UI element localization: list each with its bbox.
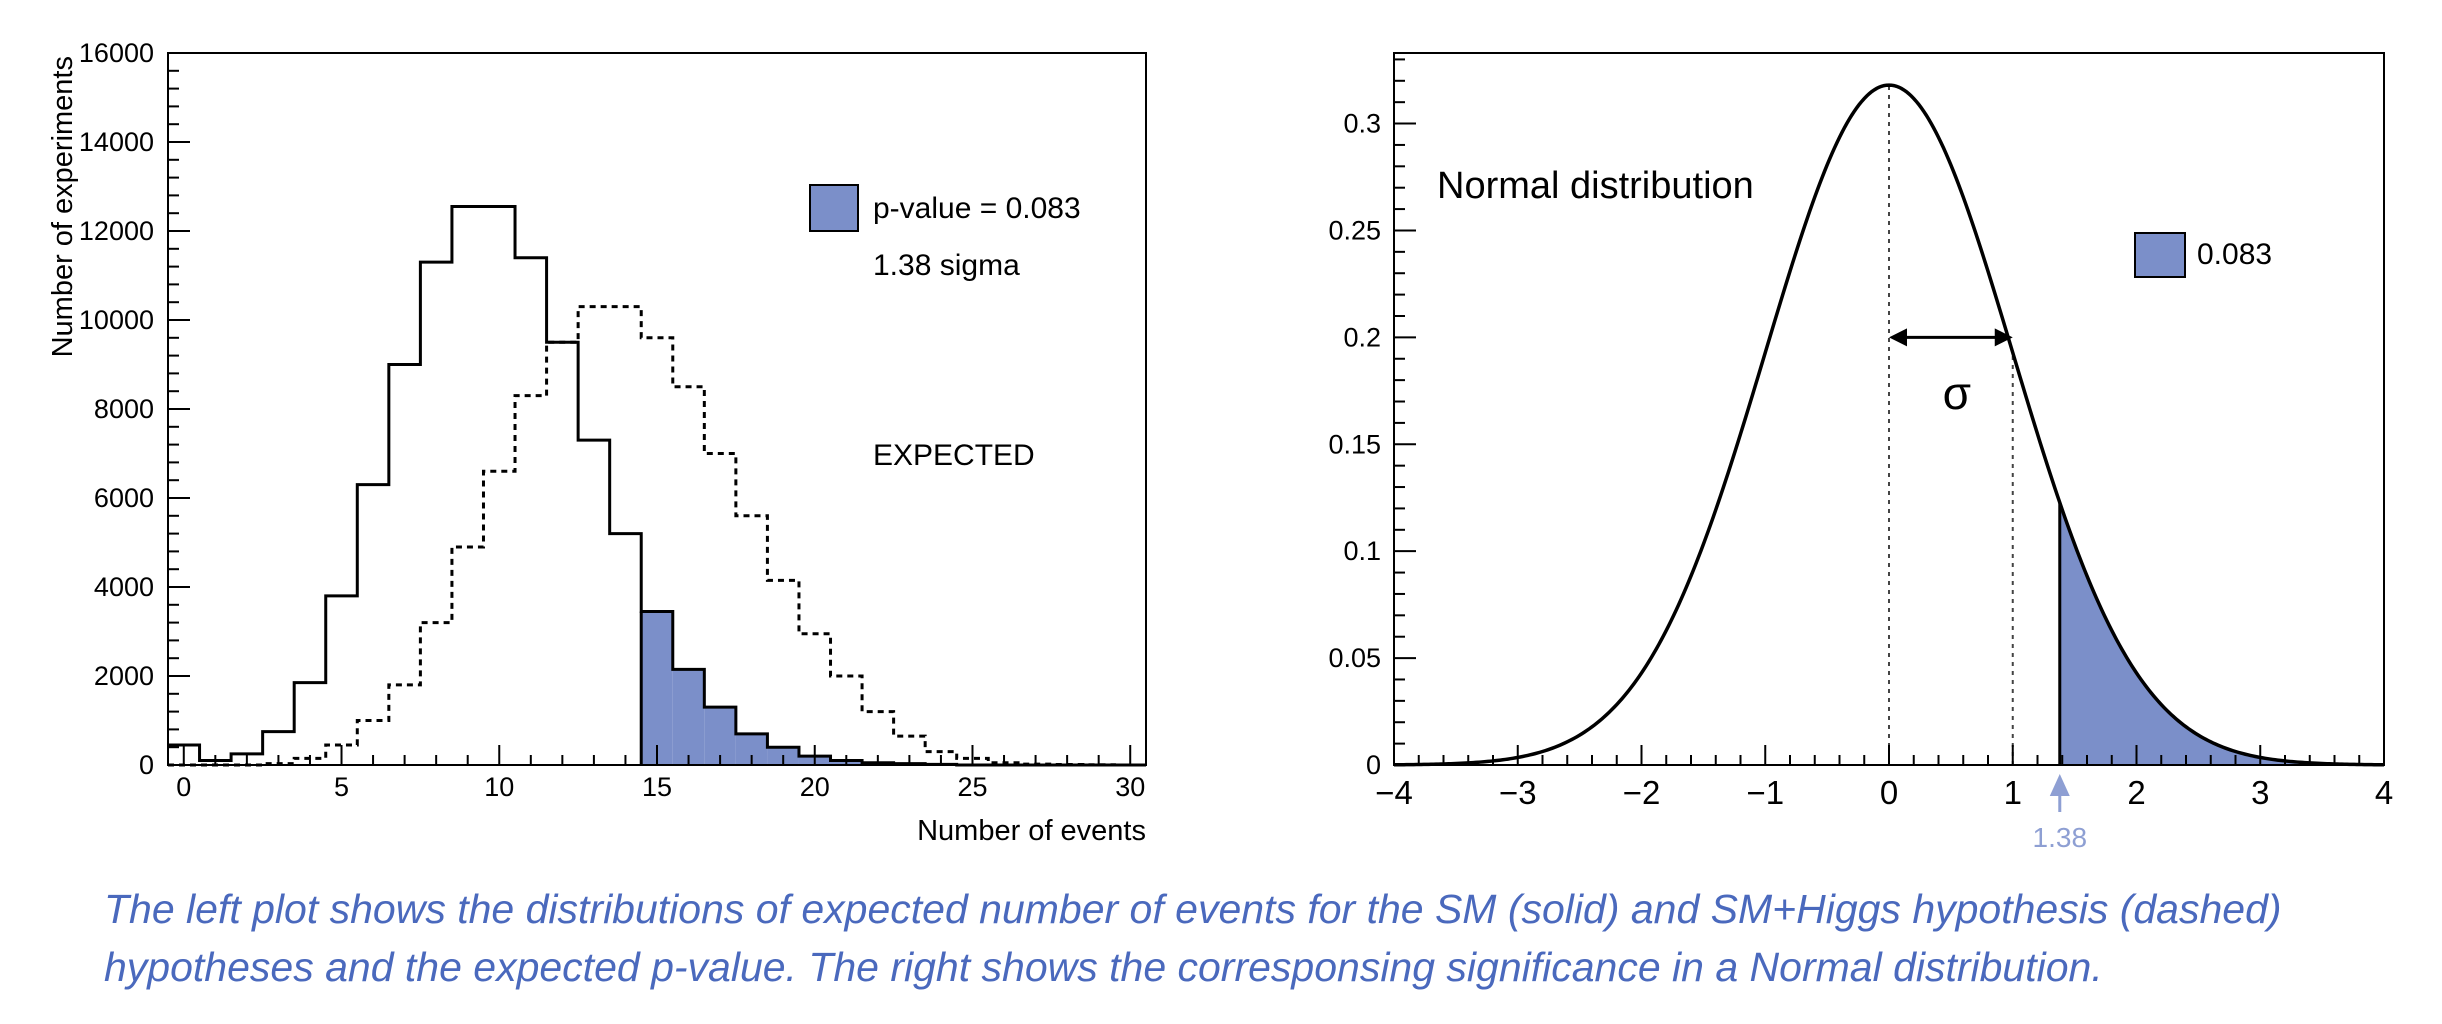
x-tick-label: 30	[1115, 772, 1145, 802]
y-tick-label: 0.1	[1343, 536, 1381, 566]
x-tick-label: 15	[642, 772, 672, 802]
y-tick-label: 0.2	[1343, 322, 1381, 352]
left-x-tick-labels: 0 5 10 15 20 25 30	[176, 772, 1145, 802]
sigma-symbol: σ	[1943, 367, 1971, 419]
y-tick-label: 6000	[94, 483, 154, 513]
y-tick-label: 2000	[94, 661, 154, 691]
y-tick-label: 0.25	[1328, 215, 1381, 245]
shaded-bin	[641, 611, 673, 765]
left-y-tick-labels: 0 2000 4000 6000 8000 10000 12000 14000 16000	[79, 38, 154, 780]
x-tick-label: 5	[334, 772, 349, 802]
figure-caption: The left plot shows the distributions of…	[104, 880, 2404, 996]
left-y-axis-label: Number of experiments	[47, 56, 79, 357]
x-tick-label: 10	[484, 772, 514, 802]
y-tick-label: 10000	[79, 305, 154, 335]
left-x-axis-label: Number of events	[917, 815, 1146, 847]
shaded-bin	[672, 669, 705, 765]
x-tick-label: 3	[2251, 774, 2269, 811]
expected-annotation: EXPECTED	[873, 439, 1035, 472]
significance-marker-arrow	[2049, 774, 2070, 812]
y-tick-label: 4000	[94, 572, 154, 602]
x-tick-label: 2	[2127, 774, 2145, 811]
normal-pdf-curve	[1393, 83, 2385, 767]
y-tick-label: 16000	[79, 38, 154, 68]
left-axes-ticks	[168, 52, 1132, 766]
x-tick-label: 0	[176, 772, 191, 802]
y-tick-label: 0.15	[1328, 429, 1381, 459]
left-legend-swatch	[809, 184, 859, 232]
right-legend-label: 0.083	[2197, 238, 2272, 271]
y-tick-label: 8000	[94, 394, 154, 424]
right-normal-plot: −4 −3 −2 −1 0 1 2 3 4 0 0.05 0.1 0.15 0.2 0.25 0.3 Nor…	[1328, 52, 2393, 853]
x-tick-label: 4	[2375, 774, 2393, 811]
x-tick-label: 25	[957, 772, 987, 802]
right-plot-frame	[1393, 52, 2385, 766]
x-tick-label: −3	[1499, 774, 1537, 811]
y-tick-label: 12000	[79, 216, 154, 246]
x-tick-label: −2	[1623, 774, 1661, 811]
sigma-arrow-right-head	[1994, 328, 2013, 347]
right-y-tick-labels: 0 0.05 0.1 0.15 0.2 0.25 0.3	[1328, 109, 1381, 780]
sm-higgs-dashed-histogram	[168, 305, 1146, 767]
left-legend-sublabel: 1.38 sigma	[873, 249, 1020, 282]
y-tick-label: 0.05	[1328, 643, 1381, 673]
tail-shaded-region	[2059, 502, 2384, 765]
x-tick-label: 0	[1880, 774, 1898, 811]
sigma-arrow-left-head	[1889, 328, 1907, 347]
x-tick-label: 20	[800, 772, 830, 802]
reference-vertical-lines	[1888, 85, 2014, 765]
sm-solid-histogram	[168, 205, 1146, 767]
x-tick-label: −4	[1375, 774, 1413, 811]
y-tick-label: 0.3	[1343, 109, 1381, 139]
left-legend-label: p-value = 0.083	[873, 192, 1081, 225]
x-tick-label: −1	[1746, 774, 1784, 811]
right-axes-ticks	[1393, 58, 2385, 766]
sigma-width-arrow	[1889, 328, 2013, 347]
left-plot-frame	[167, 52, 1147, 766]
marker-head	[2049, 774, 2070, 796]
p-value-shaded-region	[639, 611, 957, 765]
right-x-tick-labels: −4 −3 −2 −1 0 1 2 3 4	[1375, 774, 2393, 811]
y-tick-label: 0	[1366, 750, 1381, 780]
caption-line-1: The left plot shows the distributions of…	[104, 886, 2282, 932]
y-tick-label: 0	[139, 750, 154, 780]
right-legend-swatch	[2134, 232, 2186, 278]
y-tick-label: 14000	[79, 127, 154, 157]
left-histogram-plot: 0 5 10 15 20 25 30 0 2000 4000 6000 8000 10000 12000…	[47, 38, 1147, 847]
significance-marker-label: 1.38	[2033, 822, 2088, 853]
x-tick-label: 1	[2004, 774, 2022, 811]
right-plot-title: Normal distribution	[1437, 165, 1754, 207]
caption-line-2: hypotheses and the expected p-value. The…	[104, 944, 2103, 990]
